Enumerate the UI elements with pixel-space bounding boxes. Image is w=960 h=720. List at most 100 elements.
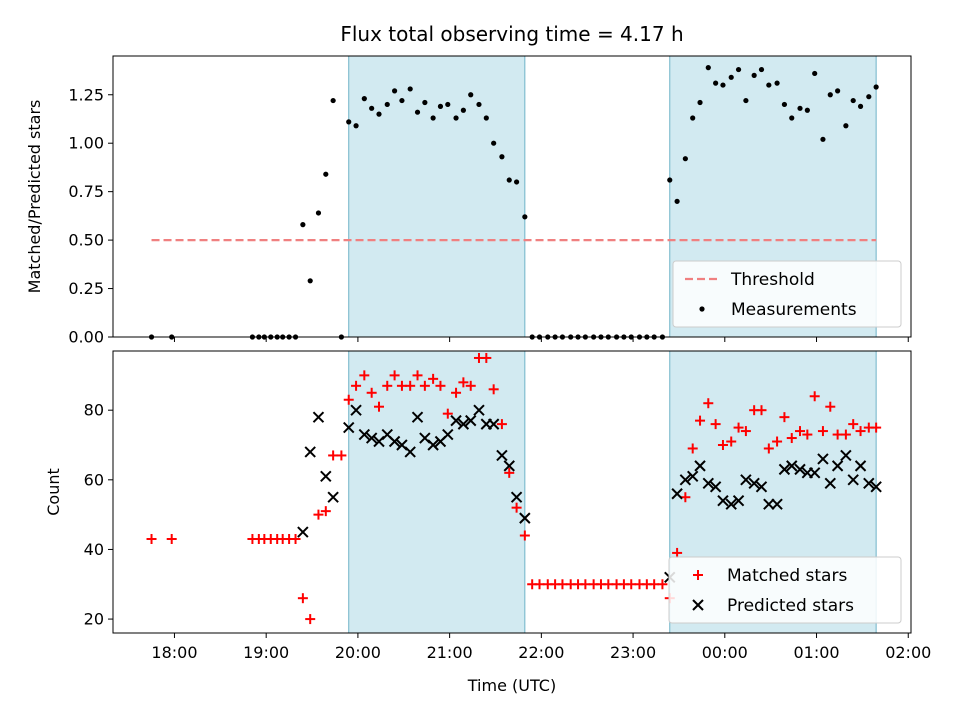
legend-label: Matched stars	[727, 566, 847, 586]
y-tick-label: 20	[84, 610, 104, 629]
measurement-point	[873, 84, 879, 90]
matched-star-point	[672, 547, 683, 558]
matched-star-point	[382, 380, 393, 391]
predicted-star-point	[320, 470, 332, 483]
matched-star-point	[442, 408, 453, 419]
measurement-point	[804, 107, 810, 113]
measurement-point	[315, 210, 322, 216]
predicted-star-point	[863, 477, 875, 490]
predicted-star-marker-b	[404, 446, 416, 458]
measurement-point	[774, 80, 780, 86]
predicted-star-point	[358, 428, 371, 441]
matched-star-point	[419, 380, 430, 391]
measurement-point	[460, 107, 466, 113]
x-tick-label: 00:00	[702, 643, 748, 662]
measurement-point	[667, 177, 673, 183]
measurement-point	[399, 97, 405, 104]
matched-star-point	[374, 401, 384, 412]
measurement-point	[437, 103, 444, 109]
matched-star-point	[336, 450, 347, 461]
measurement-point	[307, 278, 313, 284]
observing-span-1	[348, 55, 526, 338]
predicted-star-marker-b	[457, 418, 470, 430]
matched-star-point	[825, 401, 836, 412]
predicted-star-marker-b	[503, 460, 515, 472]
predicted-star-point	[510, 491, 523, 503]
matched-star-point	[359, 370, 370, 381]
predicted-star-point	[755, 481, 768, 493]
predicted-star-point	[519, 512, 531, 524]
measurement-point	[453, 115, 459, 121]
matched-star-point	[305, 614, 316, 625]
predicted-star-marker-b	[732, 494, 745, 507]
matched-star-point	[710, 419, 721, 430]
predicted-star-marker-b	[465, 414, 477, 427]
matched-star-point	[320, 506, 331, 517]
predicted-star-point	[808, 467, 821, 479]
measurement-point	[323, 171, 329, 177]
measurement-point	[720, 82, 726, 88]
matched-star-point	[166, 534, 177, 544]
predicted-star-point	[840, 449, 852, 462]
predicted-star-point	[297, 526, 309, 538]
predicted-star-marker-b	[817, 453, 829, 465]
predicted-star-marker-b	[863, 477, 875, 490]
legend-label: Threshold	[730, 270, 815, 290]
measurement-point	[827, 92, 833, 98]
measurement-point	[491, 140, 497, 146]
series-matched-stars	[146, 352, 882, 625]
predicted-star-point	[388, 435, 401, 448]
legend-box	[668, 556, 902, 624]
predicted-star-marker-b	[320, 470, 332, 483]
predicted-star-marker-b	[763, 498, 775, 510]
matched-star-point	[786, 433, 797, 444]
legend-label: Predicted stars	[727, 596, 854, 616]
measurement-point	[468, 92, 474, 98]
matched-star-point	[779, 412, 790, 423]
matched-star-point	[504, 467, 515, 478]
y-tick-label: 1.25	[68, 85, 104, 104]
predicted-star-point	[350, 404, 362, 416]
measurement-point	[705, 65, 711, 71]
matched-star-point	[481, 352, 492, 363]
measurement-point	[713, 80, 719, 86]
matched-star-point	[756, 405, 767, 416]
predicted-star-marker-b	[388, 435, 401, 448]
measurement-point	[376, 111, 382, 117]
matched-star-point	[840, 429, 851, 440]
measurement-point	[483, 115, 489, 121]
predicted-star-marker-b	[358, 428, 371, 441]
x-tick-label: 01:00	[793, 643, 839, 662]
predicted-star-marker-b	[510, 491, 523, 503]
x-tick-label: 23:00	[610, 643, 656, 662]
predicted-star-point	[496, 449, 508, 462]
x-tick-label: 19:00	[243, 643, 289, 662]
measurement-point	[330, 97, 336, 104]
predicted-star-marker-b	[717, 494, 729, 507]
measurement-point	[843, 123, 849, 129]
predicted-star-point	[709, 481, 722, 493]
matched-star-point	[703, 398, 714, 409]
predicted-star-marker-b	[350, 404, 362, 416]
measurement-point	[361, 96, 367, 102]
predicted-star-point	[854, 460, 867, 472]
measurement-point	[820, 136, 826, 142]
predicted-star-marker-b	[740, 474, 752, 486]
matched-star-point	[802, 429, 813, 440]
predicted-star-marker-b	[725, 498, 737, 510]
measurement-point	[797, 105, 803, 111]
matched-star-point	[435, 380, 446, 391]
bottom-panel: 20 40 60 80 18:00 19:00 20:00 21:00 22:00 23:00 00…	[44, 350, 931, 695]
measurement-point	[522, 214, 528, 220]
matched-star-point	[366, 387, 377, 398]
predicted-star-point	[702, 477, 714, 490]
measurement-point	[499, 154, 505, 160]
y-tick-label: 0.00	[68, 328, 104, 347]
matched-star-point	[451, 387, 462, 398]
predicted-star-point	[725, 498, 737, 510]
predicted-star-point	[824, 477, 836, 490]
matched-star-point	[519, 530, 530, 541]
legend-predicted-swatch-b	[692, 599, 704, 611]
predicted-star-point	[411, 411, 424, 423]
predicted-star-point	[365, 432, 378, 444]
